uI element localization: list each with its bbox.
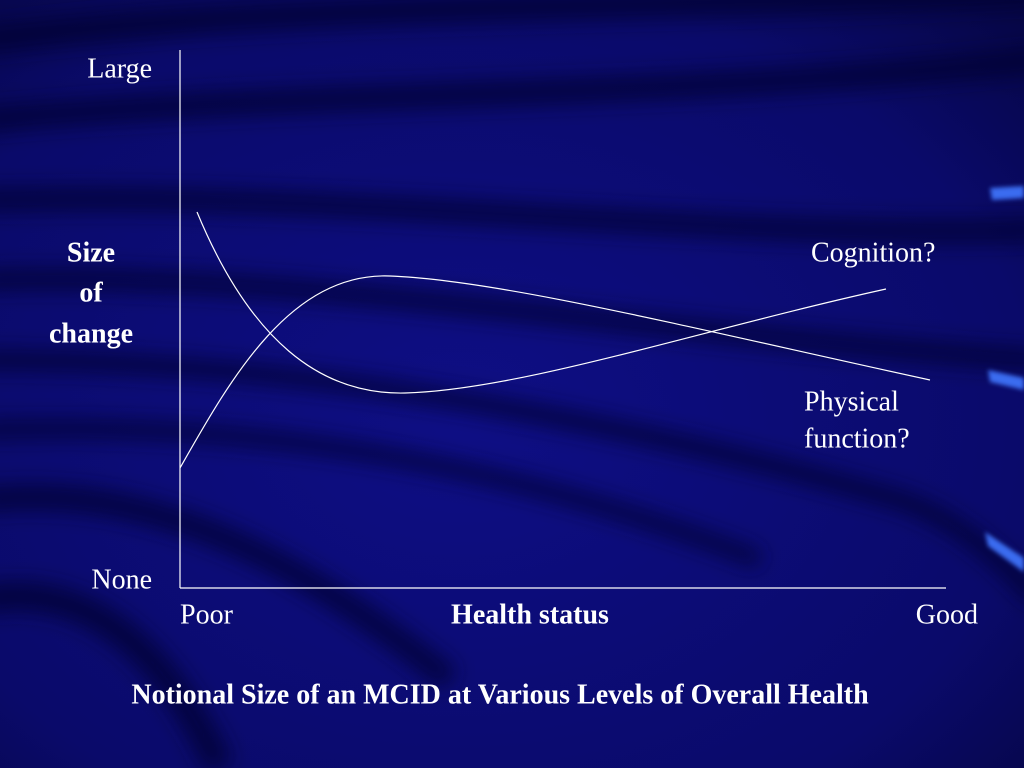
- y-title-line: change: [49, 318, 133, 349]
- cognition-curve: [196, 211, 887, 394]
- y-title-line: of: [79, 277, 103, 308]
- caption: Notional Size of an MCID at Various Leve…: [131, 679, 869, 710]
- curve-label: Physical: [804, 386, 899, 417]
- y-title-line: Size: [67, 237, 115, 268]
- curve-label: Cognition?: [811, 237, 935, 268]
- physical-function-curve: [179, 275, 931, 469]
- x-left-label: Poor: [180, 599, 234, 630]
- side-accents: [985, 186, 1024, 572]
- y-bottom-label: None: [91, 564, 152, 595]
- x-title: Health status: [451, 599, 609, 630]
- y-top-label: Large: [87, 53, 152, 84]
- curve-label: function?: [804, 423, 910, 454]
- x-right-label: Good: [916, 599, 978, 630]
